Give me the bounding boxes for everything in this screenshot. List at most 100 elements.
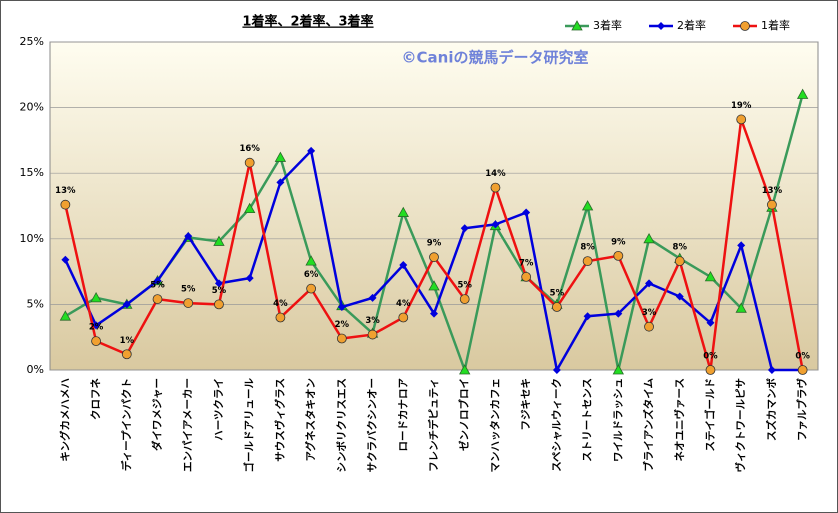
y-tick-label: 15% <box>20 166 44 179</box>
data-label: 5% <box>150 281 165 291</box>
point <box>274 151 287 162</box>
point <box>214 279 223 288</box>
y-tick-label: 5% <box>27 297 44 310</box>
point <box>706 318 715 327</box>
y-tick-label: 0% <box>27 363 44 376</box>
data-label: 13% <box>55 186 76 196</box>
point <box>644 321 654 332</box>
point <box>736 114 747 125</box>
point <box>122 300 131 309</box>
x-tick-label: クロフネ <box>90 378 102 420</box>
data-label: 2% <box>335 320 350 330</box>
point <box>61 255 70 264</box>
point <box>552 366 561 374</box>
data-label: 0% <box>795 352 810 362</box>
point <box>90 292 102 303</box>
data-label: 9% <box>611 237 626 247</box>
point <box>581 200 594 211</box>
x-tick-label: ステイゴールド <box>703 378 716 452</box>
point <box>121 349 132 360</box>
point <box>612 364 624 375</box>
chart-title: 1着率、2着率、3着率 <box>242 14 373 30</box>
data-label: 9% <box>427 239 442 249</box>
data-label: 5% <box>458 281 473 291</box>
data-label: 3% <box>642 308 657 318</box>
point <box>675 292 684 301</box>
x-tick-label: ゴールドアリュール <box>243 378 256 473</box>
x-tick-label: ゼンノロブロイ <box>458 378 471 451</box>
legend-label: 3着率 <box>593 18 622 32</box>
data-label: 7% <box>519 258 534 268</box>
point <box>735 302 747 313</box>
data-label: 13% <box>762 186 783 196</box>
data-label: 3% <box>365 316 380 326</box>
point <box>521 271 532 282</box>
point <box>398 312 409 323</box>
point <box>397 206 409 217</box>
point <box>276 178 285 187</box>
data-label: 4% <box>396 299 411 309</box>
point <box>244 202 256 214</box>
x-tick-label: ディープインパクト <box>120 378 133 471</box>
point <box>767 199 777 210</box>
point <box>643 232 655 244</box>
point <box>367 329 378 340</box>
data-label: 5% <box>212 286 227 296</box>
point <box>796 88 809 99</box>
x-tick-label: ブライアンズタイム <box>642 378 655 472</box>
plot-area <box>49 41 819 371</box>
x-tick-label: シンボリクリスエス <box>335 378 348 473</box>
x-tick-label: ストリートセンス <box>582 378 594 462</box>
point <box>337 303 346 312</box>
point <box>582 256 593 267</box>
data-label: 14% <box>485 169 506 179</box>
point <box>245 274 254 283</box>
x-tick-label: サウスヴィグラス <box>273 378 286 462</box>
point <box>522 208 531 217</box>
data-label: 16% <box>240 144 261 154</box>
data-label: 5% <box>181 285 196 295</box>
point <box>491 220 500 229</box>
point <box>60 199 71 210</box>
point <box>674 256 685 267</box>
legend-marker <box>571 20 583 31</box>
point <box>305 255 317 266</box>
data-label: 19% <box>731 101 752 111</box>
data-label: 8% <box>580 243 595 253</box>
point <box>368 293 377 302</box>
point <box>459 364 471 375</box>
point <box>91 336 101 347</box>
data-label: 8% <box>673 243 688 253</box>
point <box>336 333 347 344</box>
point <box>183 298 194 308</box>
legend-marker <box>657 22 665 30</box>
point <box>152 294 163 305</box>
x-tick-label: スペシャルウィーク <box>551 378 563 472</box>
data-label: 2% <box>89 323 104 333</box>
point <box>307 146 316 155</box>
x-tick-label: ネオユニヴァース <box>673 378 686 461</box>
point <box>184 232 193 241</box>
x-tick-label: ファルブラヴ <box>796 378 809 441</box>
x-tick-label: ヴィクトワールピサ <box>734 378 747 473</box>
legend-label: 2着率 <box>677 18 706 32</box>
point <box>460 224 469 233</box>
point <box>459 294 470 305</box>
point <box>583 312 592 321</box>
y-tick-label: 10% <box>20 232 44 245</box>
x-tick-label: サクラバクシンオー <box>367 378 379 472</box>
point <box>767 366 776 374</box>
point <box>430 309 438 318</box>
x-tick-label: アグネスタキオン <box>304 378 317 461</box>
y-tick-label: 20% <box>20 101 44 114</box>
x-tick-label: エンパイアメーカー <box>182 378 194 472</box>
point <box>797 365 808 375</box>
legend-label: 1着率 <box>761 18 790 32</box>
watermark: ©Caniの競馬データ研究室 <box>402 49 589 67</box>
point <box>306 283 317 294</box>
point <box>59 310 72 321</box>
x-tick-label: ロードカナロア <box>397 378 409 452</box>
point <box>429 252 439 263</box>
point <box>490 182 501 193</box>
data-label: 6% <box>304 270 319 280</box>
